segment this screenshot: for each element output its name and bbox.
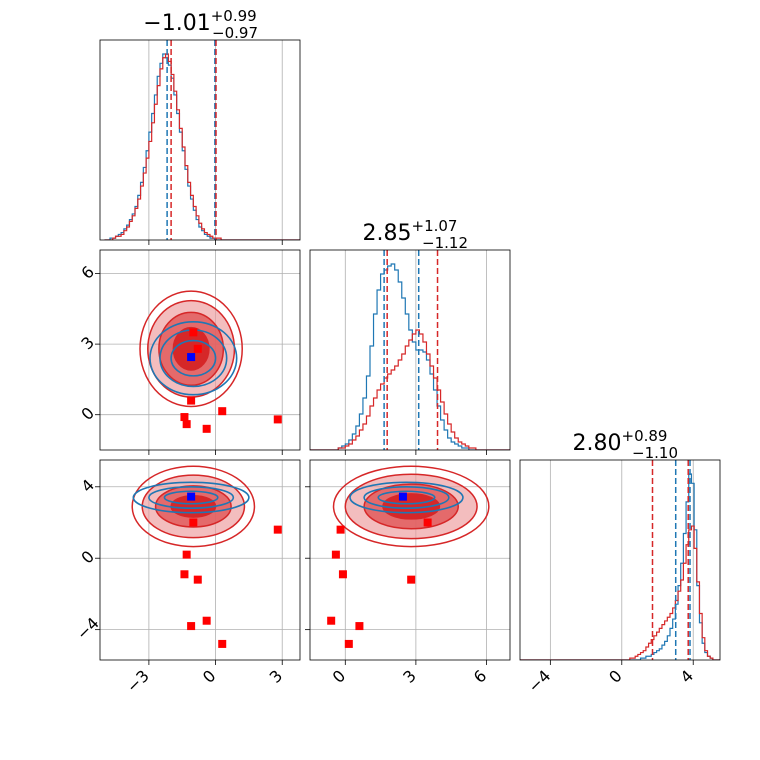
panel-0-1: 0 3 6 <box>77 249 301 455</box>
contour-red <box>139 290 243 408</box>
axes-frame <box>99 459 301 661</box>
marker-red <box>355 622 364 631</box>
hist-red <box>104 53 300 240</box>
x-tick-label: 4 <box>677 666 698 687</box>
title-lower-error: −1.10 <box>632 444 678 462</box>
x-tick-label: −3 <box>123 666 153 696</box>
marker-blue <box>398 492 407 501</box>
panel-1-2: 0 3 6 <box>305 459 511 687</box>
marker-blue <box>187 492 196 501</box>
marker-red <box>423 518 432 527</box>
marker-blue <box>187 353 196 362</box>
x-tick-label: −4 <box>524 666 554 696</box>
marker-red <box>273 525 282 534</box>
diag-panel-0: −1.01+0.99−0.97 <box>99 7 301 245</box>
y-tick-label: 6 <box>77 262 98 283</box>
marker-red <box>180 570 189 579</box>
marker-red <box>182 420 191 429</box>
axes-frame <box>99 249 301 451</box>
y-tick-label: −4 <box>73 614 103 644</box>
diag-panel-2: −4 0 4 2.80+0.89−1.10 <box>519 427 721 696</box>
plot-area <box>100 250 300 450</box>
title-upper-error: +1.07 <box>412 217 458 235</box>
marker-red <box>407 575 416 584</box>
marker-red <box>189 328 198 337</box>
panel-title: 2.85+1.07 <box>363 217 458 246</box>
plot-area <box>100 460 300 660</box>
title-upper-error: +0.89 <box>622 427 668 445</box>
hist-red <box>310 329 510 450</box>
title-upper-error: +0.99 <box>211 7 257 25</box>
diag-panel-1: 2.85+1.07−1.12 <box>309 217 511 455</box>
contour-blue <box>148 485 235 510</box>
contour-blue <box>377 490 436 505</box>
contour-blue <box>132 481 250 514</box>
contour-red <box>131 465 256 548</box>
hist-blue <box>104 53 300 240</box>
marker-red <box>202 424 211 433</box>
x-tick-label: 3 <box>399 666 420 687</box>
marker-red <box>273 415 282 424</box>
contour-blue <box>149 320 238 396</box>
y-tick-label: 0 <box>77 547 98 568</box>
marker-red <box>336 525 345 534</box>
x-tick-label: 0 <box>329 666 350 687</box>
panel-0-2: −3 0 3 −4 0 4 <box>73 459 301 696</box>
marker-red <box>187 622 196 631</box>
title-value: 2.85 <box>363 221 412 246</box>
marker-red <box>218 407 227 416</box>
axes-frame <box>99 39 301 241</box>
marker-red <box>327 616 336 625</box>
marker-red <box>193 575 202 584</box>
title-lower-error: −1.12 <box>422 234 468 252</box>
title-value: −1.01 <box>143 11 210 36</box>
title-value: 2.80 <box>573 431 622 456</box>
marker-red <box>182 550 191 559</box>
y-tick-label: 4 <box>77 475 98 496</box>
marker-red <box>193 344 202 353</box>
axes-frame <box>519 459 721 661</box>
y-tick-label: 3 <box>77 333 98 354</box>
hist-red <box>520 525 720 660</box>
x-tick-label: 0 <box>199 666 220 687</box>
marker-red <box>344 639 353 648</box>
marker-red <box>218 639 227 648</box>
marker-red <box>202 616 211 625</box>
marker-red <box>189 518 198 527</box>
marker-red <box>331 550 340 559</box>
axes-frame <box>309 459 511 661</box>
plot-area <box>310 250 510 450</box>
plot-area <box>310 460 510 660</box>
hist-blue <box>310 263 510 450</box>
marker-red <box>180 413 189 422</box>
x-tick-label: 6 <box>470 666 491 687</box>
x-tick-label: 0 <box>605 666 626 687</box>
contour-blue <box>363 485 450 510</box>
plot-area <box>520 460 720 660</box>
axes-frame <box>309 249 511 451</box>
title-lower-error: −0.97 <box>212 24 258 42</box>
panel-title: 2.80+0.89 <box>573 427 668 456</box>
y-tick-label: 0 <box>77 403 98 424</box>
contour-red <box>332 465 490 548</box>
marker-red <box>338 570 347 579</box>
x-tick-label: 3 <box>266 666 287 687</box>
contour-blue <box>170 339 217 377</box>
contour-blue <box>349 481 464 514</box>
marker-red <box>187 396 196 405</box>
contour-red <box>172 326 210 371</box>
contour-blue <box>163 490 219 505</box>
plot-area <box>104 40 300 240</box>
panel-title: −1.01+0.99 <box>143 7 256 36</box>
